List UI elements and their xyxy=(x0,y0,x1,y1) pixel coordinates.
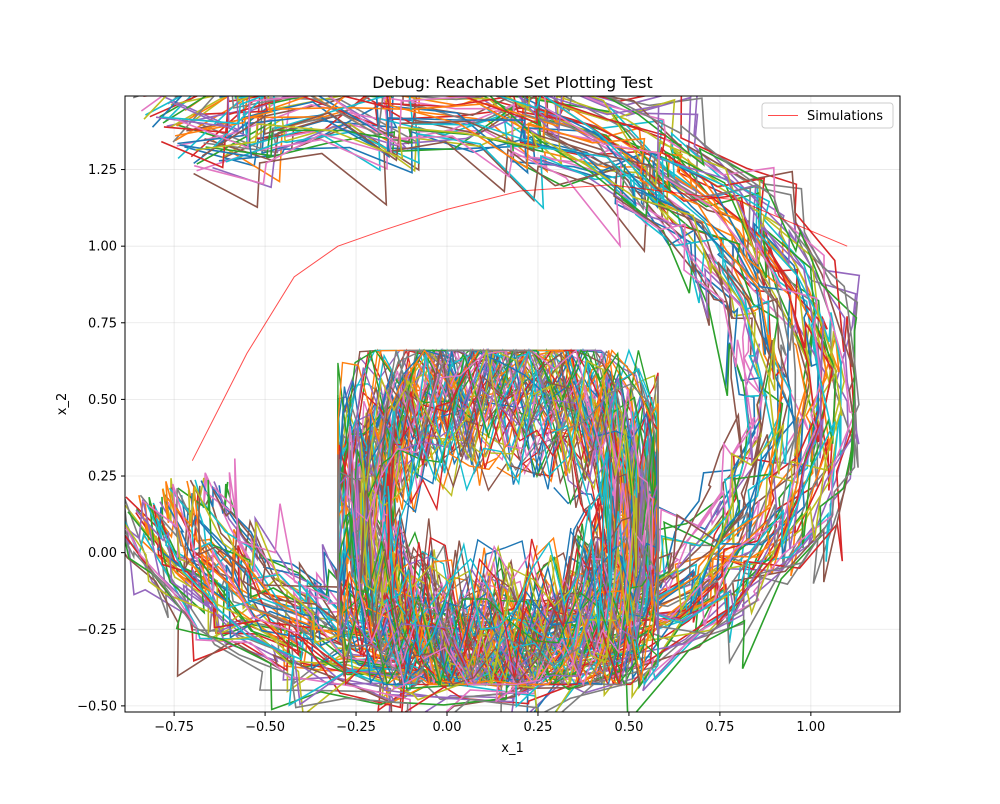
trajectory-line xyxy=(153,96,833,712)
trajectory-line xyxy=(337,349,659,686)
trajectory-line xyxy=(346,349,654,687)
x-tick-label: −0.75 xyxy=(154,720,194,735)
trajectories xyxy=(125,96,861,712)
legend-box xyxy=(761,102,894,129)
trajectory-line xyxy=(125,96,860,703)
y-axis: −0.50 −0.25 0.00 0.25 0.50 0.75 1.00 1.25 xyxy=(77,163,125,714)
trajectory-line xyxy=(125,96,860,712)
trajectory-line xyxy=(187,123,785,644)
x-tick-label: −0.50 xyxy=(245,720,285,735)
y-tick-label: −0.50 xyxy=(77,699,117,714)
trajectory-line xyxy=(197,111,775,678)
legend-label-simulations: Simulations xyxy=(807,109,883,124)
trajectory-line xyxy=(212,111,761,651)
y-tick-label: −0.25 xyxy=(77,623,117,638)
y-tick-label: 0.25 xyxy=(88,470,117,485)
simulations-series xyxy=(191,184,848,461)
trajectory-line xyxy=(125,96,859,712)
trajectory-line xyxy=(127,96,837,690)
axes-frame xyxy=(124,95,901,713)
y-tick-label: 1.00 xyxy=(88,240,117,255)
legend: Simulations xyxy=(761,102,894,129)
y-tick-label: 1.25 xyxy=(88,163,117,178)
y-axis-label: x_2 xyxy=(55,393,70,415)
trajectory-line xyxy=(125,96,856,712)
trajectory-line xyxy=(337,367,659,686)
trajectory-line xyxy=(151,96,820,712)
x-tick-label: 0.25 xyxy=(523,720,552,735)
trajectory-line xyxy=(387,370,613,657)
chart-title: Debug: Reachable Set Plotting Test xyxy=(372,73,653,92)
trajectory-line xyxy=(362,350,638,685)
x-tick-label: −0.25 xyxy=(336,720,376,735)
x-tick-label: 0.00 xyxy=(433,720,462,735)
trajectory-line xyxy=(125,96,843,712)
trajectory-line xyxy=(193,133,763,656)
x-axis: −0.75 −0.50 −0.25 0.00 0.25 0.50 0.75 1.00 xyxy=(154,712,825,735)
y-tick-label: 0.00 xyxy=(88,546,117,561)
trajectory-line xyxy=(359,350,640,686)
x-tick-label: 0.75 xyxy=(705,720,734,735)
trajectory-line xyxy=(146,96,836,709)
x-tick-label: 1.00 xyxy=(796,720,825,735)
y-tick-label: 0.50 xyxy=(88,393,117,408)
y-tick-label: 0.75 xyxy=(88,316,117,331)
trajectory-line xyxy=(125,96,842,712)
simulation-line xyxy=(191,184,848,461)
x-tick-label: 0.50 xyxy=(614,720,643,735)
trajectory-line xyxy=(125,96,858,712)
x-axis-label: x_1 xyxy=(501,741,523,756)
trajectory-line xyxy=(179,114,796,687)
